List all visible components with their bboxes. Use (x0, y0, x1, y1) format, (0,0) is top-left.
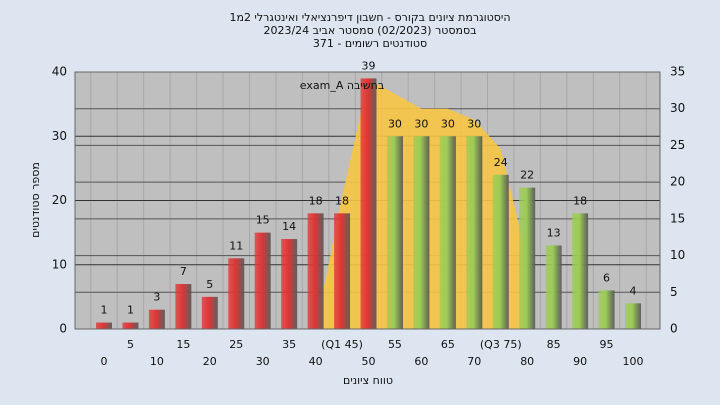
bar (334, 213, 351, 329)
bar (492, 174, 509, 329)
y-tick-label: 30 (52, 129, 67, 143)
chart-title: סטודנטים רשומים - 371 (313, 37, 427, 50)
x-tick-label: 50 (362, 355, 376, 368)
value-label: 1 (127, 304, 134, 317)
value-label: 4 (630, 284, 637, 297)
bar (281, 239, 298, 329)
value-label: 30 (441, 117, 455, 130)
value-label: 22 (520, 169, 534, 182)
y2-tick-label: 15 (670, 211, 685, 225)
x-tick-label: 20 (203, 355, 217, 368)
value-label: 30 (467, 117, 481, 130)
y-tick-label: 10 (52, 257, 67, 271)
value-label: 18 (309, 194, 323, 207)
area-name: exam_A בחשיבה (300, 79, 384, 92)
y2-tick-label: 30 (670, 101, 685, 115)
x-tick-label: 80 (520, 355, 534, 368)
bar (439, 136, 456, 329)
x-tick-label: 5 (127, 338, 134, 351)
bar (519, 187, 536, 329)
value-label: 15 (256, 214, 270, 227)
x-tick-label: 65 (441, 338, 455, 351)
x-tick-label: 100 (623, 355, 644, 368)
value-label: 7 (180, 265, 187, 278)
bar (122, 322, 139, 329)
x-tick-label: 30 (256, 355, 270, 368)
bar (307, 213, 324, 329)
x-tick-label: (Q3 75) (480, 338, 522, 351)
value-label: 18 (335, 194, 349, 207)
bar (148, 309, 165, 329)
x-tick-label: 85 (547, 338, 561, 351)
x-tick-label: 60 (414, 355, 428, 368)
y-tick-label: 40 (52, 65, 67, 79)
value-label: 39 (362, 59, 376, 72)
plot-border (74, 71, 661, 330)
x-tick-label: 10 (150, 355, 164, 368)
x-tick-label: 70 (467, 355, 481, 368)
value-label: 11 (229, 239, 243, 252)
bar (254, 232, 271, 329)
y-axis-label: מספר סטודנטים (29, 162, 42, 238)
value-label: 30 (414, 117, 428, 130)
value-label: 18 (573, 194, 587, 207)
bar (413, 136, 430, 329)
value-label: 1 (101, 304, 108, 317)
value-label: 3 (153, 291, 160, 304)
bar (201, 296, 218, 329)
x-tick-label: (Q1 45) (321, 338, 363, 351)
x-tick-label: 0 (101, 355, 108, 368)
x-tick-label: 25 (229, 338, 243, 351)
x-tick-label: 15 (176, 338, 190, 351)
value-label: 5 (206, 278, 213, 291)
x-tick-label: 40 (309, 355, 323, 368)
value-label: 14 (282, 220, 296, 233)
bar (625, 303, 641, 329)
y2-tick-label: 20 (670, 175, 685, 189)
y2-tick-label: 35 (670, 65, 685, 79)
bar (228, 258, 245, 329)
value-label: 30 (388, 117, 402, 130)
bar (96, 322, 112, 329)
y2-tick-label: 5 (670, 285, 678, 299)
bar (466, 136, 483, 329)
y-tick-label: 20 (52, 193, 67, 207)
chart-title: היסטוגרמת ציונים בקורס - חשבון דיפרנציאל… (229, 11, 510, 24)
chart-title: בסמסטר (02/2023) סמסטר אביב 2023/24 (263, 24, 476, 37)
value-label: 13 (547, 226, 561, 239)
x-tick-label: 55 (388, 338, 402, 351)
value-label: 24 (494, 156, 508, 169)
x-tick-label: 35 (282, 338, 296, 351)
y-tick-label: 0 (59, 322, 67, 336)
y2-tick-label: 0 (670, 322, 678, 336)
bar (386, 136, 403, 329)
value-label: 6 (603, 271, 610, 284)
bar (598, 290, 615, 329)
y2-tick-label: 10 (670, 248, 685, 262)
bar (572, 213, 589, 329)
y2-tick-label: 25 (670, 138, 685, 152)
x-tick-label: 95 (600, 338, 614, 351)
bar (360, 78, 377, 329)
bar (175, 284, 192, 329)
bar (545, 245, 562, 329)
x-axis-label: טווח ציונים (343, 374, 393, 387)
x-tick-label: 90 (573, 355, 587, 368)
